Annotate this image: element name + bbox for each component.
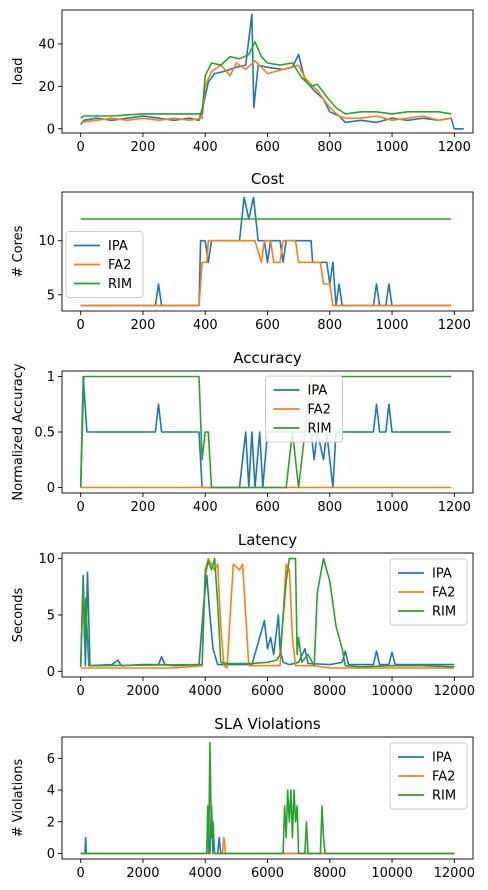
legend-label-fa2: FA2 [308, 403, 331, 418]
legend: IPA FA2 RIM [65, 231, 144, 298]
y-axis-label: # Cores [11, 225, 26, 277]
y-tick-label: 1 [47, 370, 55, 385]
chart-title: Cost [251, 170, 284, 188]
y-tick-label: 4 [47, 784, 55, 799]
x-tick-label: 400 [193, 500, 218, 515]
x-tick-label: 12000 [434, 866, 475, 881]
legend-label-ipa: IPA [432, 751, 452, 766]
x-tick-label: 200 [131, 318, 156, 333]
x-tick-label: 4000 [189, 684, 222, 699]
chart-title: SLA Violations [214, 715, 321, 733]
x-tick-label: 800 [317, 500, 342, 515]
x-tick-label: 800 [317, 318, 342, 333]
y-tick-label: 0 [47, 665, 55, 680]
series-line-ipa [80, 196, 452, 307]
x-tick-label: 0 [77, 318, 85, 333]
y-tick-label: 0 [47, 122, 55, 137]
x-tick-label: 10000 [371, 684, 412, 699]
y-axis-label: load [11, 58, 26, 86]
x-tick-label: 800 [317, 140, 342, 155]
x-tick-label: 0 [77, 500, 85, 515]
y-tick-label: 0 [47, 847, 55, 862]
chart-title: Latency [238, 531, 297, 549]
chart-3: 0 200 400 600 800 1000 1200 0 0.5 1 Normalized Acc… [11, 349, 474, 515]
x-tick-label: 200 [131, 140, 156, 155]
legend: IPA FA2 RIM [265, 375, 343, 443]
x-tick-label: 0 [77, 866, 85, 881]
x-tick-label: 4000 [189, 866, 222, 881]
x-tick-label: 12000 [434, 684, 475, 699]
legend-label-rim: RIM [432, 605, 456, 620]
y-tick-label: 6 [47, 752, 55, 767]
x-tick-label: 8000 [313, 866, 346, 881]
legend-label-fa2: FA2 [432, 586, 455, 601]
y-tick-label: 0.5 [34, 426, 55, 441]
legend-label-ipa: IPA [308, 384, 328, 399]
y-axis-label: Normalized Accuracy [11, 363, 26, 501]
chart-4: 0 2000 4000 6000 8000 10000 12000 0 5 10 Seconds La… [11, 531, 475, 699]
legend-box [65, 231, 144, 298]
series-line-3 [80, 41, 452, 119]
y-tick-label: 5 [47, 288, 55, 303]
series-group [80, 741, 455, 855]
x-tick-label: 1200 [438, 140, 471, 155]
chart-2: 0 200 400 600 800 1000 1200 5 10 # Cores Cost IPA FA… [11, 170, 474, 333]
x-tick-label: 2000 [126, 684, 159, 699]
y-tick-label: 0 [47, 481, 55, 496]
x-tick-label: 2000 [126, 866, 159, 881]
y-tick-label: 10 [38, 234, 55, 249]
x-tick-label: 1200 [438, 318, 471, 333]
y-tick-label: 40 [38, 37, 55, 52]
legend-label-rim: RIM [108, 277, 132, 292]
series-group [80, 13, 464, 130]
series-line-fa2 [80, 836, 455, 855]
x-tick-label: 0 [77, 684, 85, 699]
x-tick-label: 600 [255, 500, 280, 515]
x-tick-label: 600 [255, 140, 280, 155]
x-tick-label: 0 [77, 140, 85, 155]
x-tick-label: 1200 [438, 500, 471, 515]
series-line-rim [79, 557, 455, 668]
legend-label-rim: RIM [308, 422, 332, 437]
legend-label-ipa: IPA [108, 239, 128, 254]
y-axis-label: Seconds [11, 587, 26, 642]
x-tick-label: 600 [255, 318, 280, 333]
series-line-rim [80, 741, 455, 855]
y-tick-label: 10 [38, 552, 55, 567]
y-tick-label: 20 [38, 80, 55, 95]
legend-box [389, 742, 468, 810]
x-tick-label: 6000 [251, 684, 284, 699]
x-tick-label: 1000 [375, 140, 408, 155]
legend-box [389, 558, 468, 626]
series-group [79, 557, 455, 669]
series-group [80, 196, 452, 307]
chart-5: 0 2000 4000 6000 8000 10000 12000 0 2 4 6 # Violati… [11, 715, 475, 881]
series-line-2 [80, 60, 452, 124]
x-tick-label: 400 [193, 140, 218, 155]
chart-title: Accuracy [233, 349, 302, 367]
x-tick-label: 1000 [375, 500, 408, 515]
x-tick-label: 200 [131, 500, 156, 515]
chart-1: 0 200 400 600 800 1000 1200 0 20 40 load [11, 9, 474, 155]
x-tick-label: 400 [193, 318, 218, 333]
x-tick-label: 6000 [251, 866, 284, 881]
y-axis-label: # Violations [11, 759, 26, 838]
y-tick-label: 5 [47, 609, 55, 624]
x-tick-label: 8000 [313, 684, 346, 699]
series-line-ipa [80, 805, 455, 855]
legend: IPA FA2 RIM [389, 558, 468, 626]
legend-label-fa2: FA2 [108, 258, 131, 273]
series-line-fa2 [80, 239, 452, 307]
legend: IPA FA2 RIM [389, 742, 468, 810]
y-tick-label: 2 [47, 815, 55, 830]
legend-box [265, 375, 343, 443]
legend-label-ipa: IPA [432, 567, 452, 582]
x-tick-label: 10000 [371, 866, 412, 881]
x-tick-label: 1000 [375, 318, 408, 333]
legend-label-rim: RIM [432, 789, 456, 804]
legend-label-fa2: FA2 [432, 770, 455, 785]
